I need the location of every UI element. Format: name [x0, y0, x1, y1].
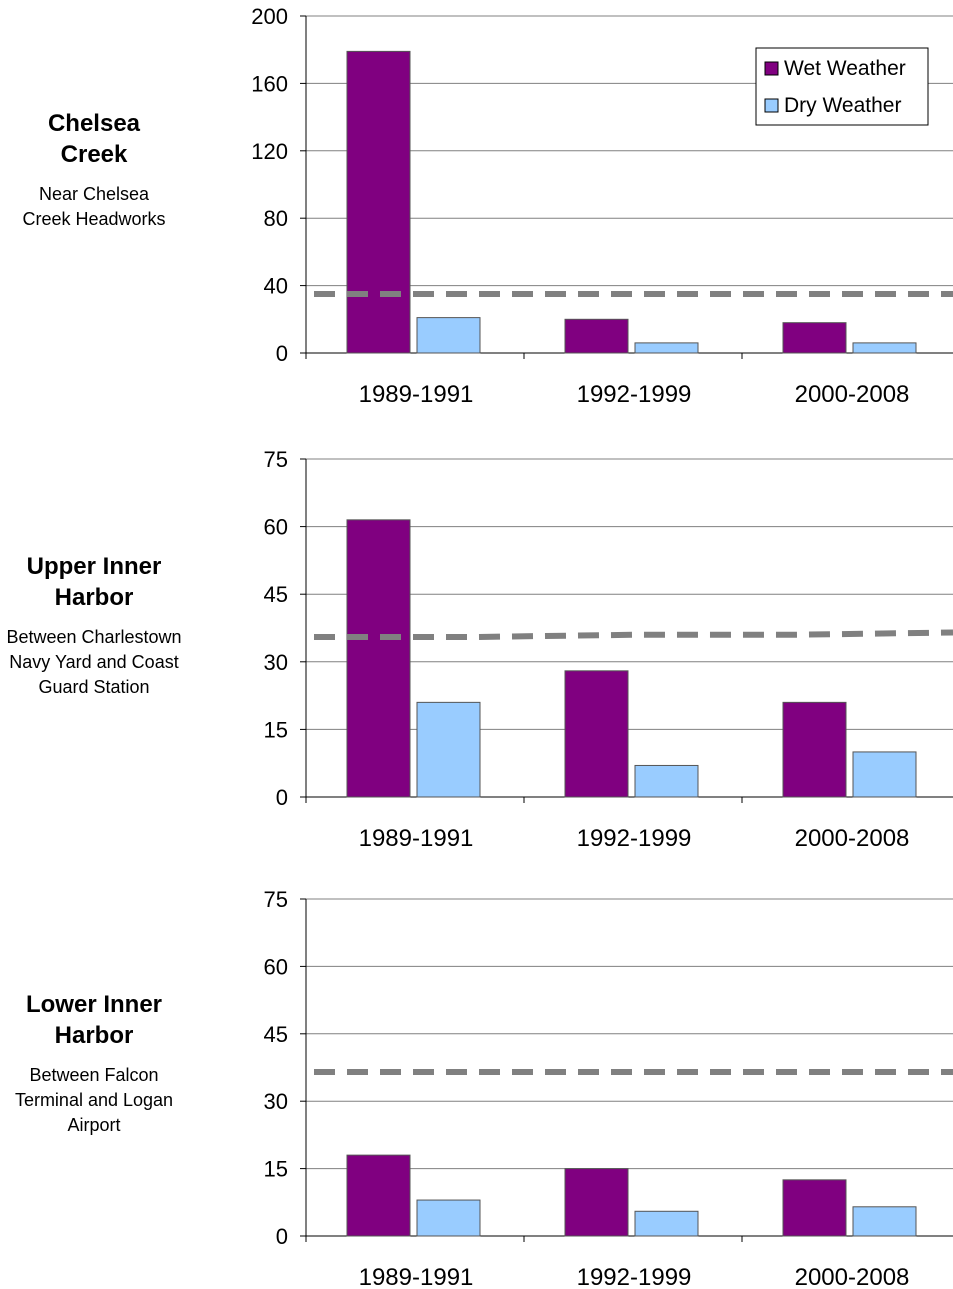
legend-entry: Dry Weather	[784, 94, 901, 117]
panel-label-chelsea: Chelsea Creek Near Chelsea Creek Headwor…	[0, 108, 188, 232]
panel-label-upper-inner-harbor: Upper Inner Harbor Between Charlestown N…	[0, 551, 188, 700]
y-tick-label: 30	[264, 1089, 288, 1114]
dry-weather-bar	[634, 764, 699, 798]
y-tick-label: 120	[251, 139, 288, 164]
site-subtitle: Near Chelsea Creek Headworks	[22, 184, 166, 229]
wet-weather-bar	[782, 701, 847, 798]
y-tick-label: 160	[251, 71, 288, 96]
site-subtitle: Between Falcon Terminal and Logan Airpor…	[14, 1065, 174, 1135]
wet-weather-bar	[564, 1168, 629, 1237]
threshold-line	[314, 629, 953, 641]
wet-weather-bar	[782, 1179, 847, 1237]
y-tick-label: 15	[264, 717, 288, 742]
dry-weather-bar	[852, 1206, 917, 1237]
y-tick-label: 45	[264, 1022, 288, 1047]
chart-panel-0: 0 40 80 120 160 200 1989-1991 1992-1999 2000-200…	[251, 4, 953, 408]
panel-label-lower-inner-harbor: Lower Inner Harbor Between Falcon Termin…	[0, 989, 188, 1138]
legend-entry: Wet Weather	[784, 57, 906, 80]
site-title: Lower Inner Harbor	[25, 991, 163, 1049]
y-tick-label: 40	[264, 274, 288, 299]
wet-weather-bar	[564, 670, 629, 798]
dry-weather-bar	[416, 701, 481, 798]
dry-weather-bar	[634, 1210, 699, 1237]
x-category-label: 1989-1991	[359, 825, 474, 852]
x-category-label: 1992-1999	[577, 381, 692, 408]
legend-swatch-wet	[764, 61, 779, 76]
y-tick-label: 0	[276, 785, 288, 810]
site-title: Upper Inner Harbor	[26, 553, 162, 611]
y-tick-label: 0	[276, 341, 288, 366]
y-tick-label: 200	[251, 4, 288, 29]
x-category-label: 2000-2008	[795, 825, 910, 852]
y-tick-label: 75	[264, 887, 288, 912]
wet-weather-bar	[346, 1154, 411, 1237]
site-title: Chelsea Creek	[47, 110, 141, 168]
chart-panel-1: 0 15 30 45 60 75 1989-1991 1992-1999 2000-2008	[264, 447, 953, 852]
dry-weather-bar	[852, 751, 917, 798]
dry-weather-bar	[416, 317, 481, 354]
wet-weather-bar	[782, 322, 847, 354]
x-category-label: 1992-1999	[577, 1264, 692, 1289]
y-tick-label: 30	[264, 650, 288, 675]
y-tick-label: 80	[264, 206, 288, 231]
x-category-label: 1992-1999	[577, 825, 692, 852]
y-tick-label: 60	[264, 515, 288, 540]
legend: Wet Weather Dry Weather	[755, 47, 929, 126]
wet-weather-bar	[564, 318, 629, 354]
dry-weather-bar	[852, 342, 917, 354]
x-category-label: 1989-1991	[359, 381, 474, 408]
site-subtitle: Between Charlestown Navy Yard and Coast …	[6, 627, 182, 697]
y-tick-label: 15	[264, 1157, 288, 1182]
y-tick-label: 45	[264, 582, 288, 607]
legend-box	[755, 47, 929, 126]
dry-weather-bar	[634, 342, 699, 354]
dry-weather-bar	[416, 1199, 481, 1237]
x-category-label: 2000-2008	[795, 381, 910, 408]
y-tick-label: 0	[276, 1224, 288, 1249]
x-category-label: 1989-1991	[359, 1264, 474, 1289]
x-category-label: 2000-2008	[795, 1264, 910, 1289]
chart-panel-2: 0 15 30 45 60 75 1989-1991 1992-1999 2000-2008	[264, 887, 953, 1289]
wet-weather-bar	[346, 50, 411, 354]
legend-swatch-dry	[764, 98, 779, 113]
y-tick-label: 60	[264, 954, 288, 979]
y-tick-label: 75	[264, 447, 288, 472]
wet-weather-bar	[346, 519, 411, 798]
